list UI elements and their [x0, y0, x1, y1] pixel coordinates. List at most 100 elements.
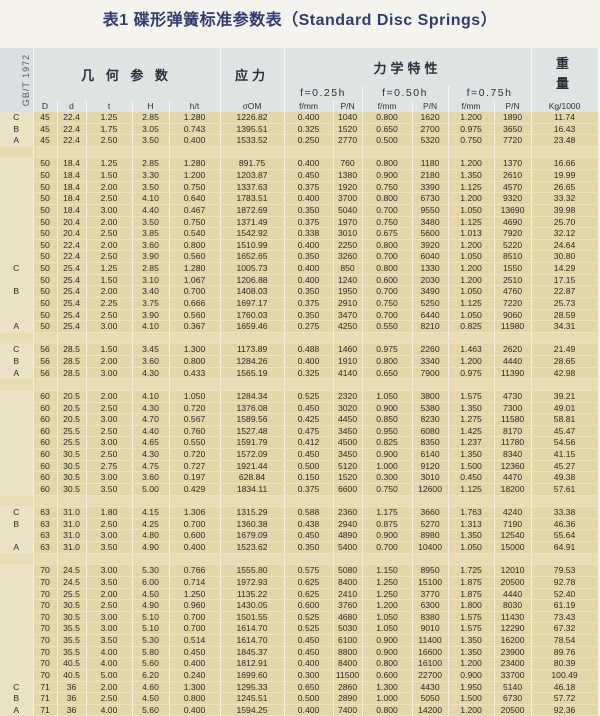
table-cell: 56 — [33, 367, 58, 380]
table-cell: 50 — [33, 227, 58, 240]
table-cell: 1594.25 — [220, 704, 285, 716]
table-cell: 0.750 — [362, 297, 413, 310]
table-cell: 9120 — [412, 460, 449, 473]
table-cell: 1910 — [333, 355, 363, 368]
table-cell: 11980 — [494, 320, 532, 333]
table-row: 60 30.5 3.50 5.00 0.429 1834.11 0.375 6600 0.750… — [0, 483, 599, 496]
table-cell: 1284.34 — [220, 390, 285, 403]
table-cell: 1890 — [494, 112, 532, 124]
table-cell: 0.700 — [169, 285, 221, 298]
table-cell: 1845.37 — [220, 646, 285, 659]
table-cell: 1972.93 — [220, 576, 285, 589]
stress-header: 应力 — [220, 48, 285, 100]
table-cell: 1.313 — [448, 518, 495, 531]
table-cell — [448, 378, 495, 391]
table-cell: 12600 — [412, 483, 449, 496]
table-cell: 4440 — [494, 588, 532, 601]
table-cell: 8510 — [494, 250, 532, 264]
table-cell: 5.00 — [86, 669, 133, 682]
table-row: B 63 31.0 2.50 4.25 0.700 1360.38 0.438 2940 0.87… — [0, 518, 599, 531]
table-cell: 5040 — [333, 204, 363, 217]
table-cell: 1295.33 — [220, 681, 285, 694]
table-cell: 1.25 — [86, 157, 133, 171]
table-row: A 45 22.4 2.50 3.50 0.400 1533.52 0.250 2770 0.50… — [0, 134, 599, 147]
table-cell: 4760 — [494, 285, 532, 298]
table-cell: 50 — [33, 216, 58, 229]
table-row: 60 25.5 2.50 4.40 0.760 1527.48 0.475 3450 0.950… — [0, 425, 599, 438]
table-cell: 0.900 — [362, 646, 413, 659]
table-cell: 25.4 — [57, 285, 87, 298]
table-cell: 0.400 — [284, 112, 334, 124]
table-cell: 1360.38 — [220, 518, 285, 531]
table-cell: 5.80 — [132, 646, 170, 659]
table-cell: 5.10 — [132, 611, 170, 624]
table-cell: 18.4 — [57, 169, 87, 182]
table-row: 70 30.5 2.50 4.90 0.960 1430.05 0.600 3760 1.200… — [0, 599, 599, 612]
table-cell: 3700 — [333, 192, 363, 205]
table-cell: 4.10 — [132, 192, 170, 205]
table-cell: 1812.91 — [220, 657, 285, 670]
table-cell: 3.60 — [132, 355, 170, 368]
table-cell — [284, 495, 334, 508]
table-cell: 0.540 — [169, 227, 221, 240]
table-cell: 3.85 — [132, 227, 170, 240]
table-cell: 9060 — [494, 309, 532, 322]
series-cell — [0, 483, 34, 496]
table-cell: 0.325 — [284, 123, 334, 136]
table-cell: 50 — [33, 285, 58, 298]
table-row: A 56 28.5 3.00 4.30 0.433 1565.19 0.325 4140 0.65… — [0, 367, 599, 380]
table-row: 50 18.4 2.50 4.10 0.640 1783.51 0.400 3700 0.800… — [0, 192, 599, 205]
table-cell: 6730 — [412, 192, 449, 205]
table-cell: 22.4 — [57, 123, 87, 136]
table-cell: 0.400 — [284, 262, 334, 275]
table-cell: 1679.09 — [220, 529, 285, 543]
table-cell: 0.525 — [284, 390, 334, 403]
series-cell — [0, 669, 34, 682]
series-cell: C — [0, 262, 34, 275]
table-cell — [494, 146, 532, 159]
table-cell: 70 — [33, 576, 58, 589]
table-cell: 0.875 — [362, 518, 413, 531]
table-cell: 0.850 — [362, 413, 413, 426]
spacer-row — [0, 332, 599, 345]
series-cell — [0, 274, 34, 287]
table-cell: 1.50 — [86, 274, 133, 287]
table-cell: 0.800 — [169, 239, 221, 252]
table-row: A 50 25.4 3.00 4.10 0.367 1659.46 0.275 4250 0.55… — [0, 320, 599, 333]
table-cell: 18.4 — [57, 204, 87, 217]
table-cell: 0.750 — [362, 181, 413, 194]
table-cell: 25.4 — [57, 297, 87, 310]
table-cell: 0.750 — [448, 134, 495, 147]
table-cell: 1572.09 — [220, 448, 285, 461]
table-cell: 7220 — [494, 297, 532, 310]
table-cell: 3.60 — [132, 471, 170, 484]
series-cell: C — [0, 343, 34, 357]
table-cell: 6080 — [412, 425, 449, 438]
table-cell: 0.525 — [284, 611, 334, 624]
table-cell: 25.5 — [57, 436, 87, 450]
table-cell: 3.05 — [132, 123, 170, 136]
table-cell: 16200 — [494, 634, 532, 647]
table-cell: 4.65 — [132, 436, 170, 450]
table-cell: 3.00 — [86, 204, 133, 217]
table-cell: 31.0 — [57, 506, 87, 519]
table-cell — [57, 332, 87, 345]
table-cell: 56 — [33, 343, 58, 357]
table-cell: 45 — [33, 112, 58, 124]
table-cell: 1395.51 — [220, 123, 285, 136]
table-cell: 3.50 — [86, 576, 133, 589]
table-cell: 39.21 — [531, 390, 599, 403]
table-cell: 70 — [33, 564, 58, 577]
table-cell: 1.350 — [448, 529, 495, 543]
table-cell: 30.5 — [57, 483, 87, 496]
table-cell: 92.36 — [531, 704, 599, 716]
table-cell: 4.40 — [132, 204, 170, 217]
table-cell: 25.4 — [57, 309, 87, 322]
weight-header-1: 重 — [556, 56, 574, 71]
table-cell: 0.400 — [284, 157, 334, 171]
table-cell: 4.75 — [132, 460, 170, 473]
table-cell: 4440 — [494, 355, 532, 368]
table-cell: 5320 — [412, 134, 449, 147]
table-cell: 0.800 — [362, 239, 413, 252]
table-cell: 35.5 — [57, 646, 87, 659]
